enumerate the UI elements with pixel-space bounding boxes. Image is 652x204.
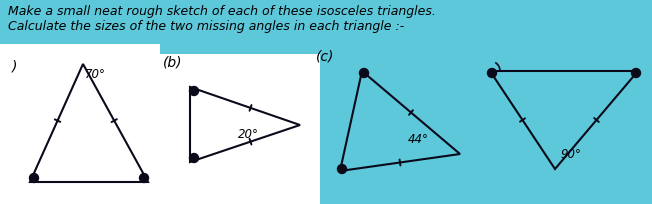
Text: (c): (c) — [316, 50, 334, 64]
Text: 20°: 20° — [238, 127, 259, 140]
Text: ): ) — [12, 60, 18, 74]
Text: 70°: 70° — [85, 68, 106, 81]
Circle shape — [632, 69, 640, 78]
Text: (b): (b) — [163, 55, 183, 69]
Circle shape — [359, 69, 368, 78]
Circle shape — [190, 87, 198, 96]
Circle shape — [140, 174, 149, 183]
Circle shape — [488, 69, 497, 78]
Circle shape — [338, 165, 346, 174]
Circle shape — [190, 154, 198, 163]
Text: Calculate the sizes of the two missing angles in each triangle :-: Calculate the sizes of the two missing a… — [8, 20, 404, 33]
FancyBboxPatch shape — [155, 55, 320, 204]
Text: 90°: 90° — [560, 147, 581, 160]
Text: Make a small neat rough sketch of each of these isosceles triangles.: Make a small neat rough sketch of each o… — [8, 5, 436, 18]
Circle shape — [29, 174, 38, 183]
FancyBboxPatch shape — [0, 45, 160, 204]
Text: 44°: 44° — [408, 132, 429, 145]
